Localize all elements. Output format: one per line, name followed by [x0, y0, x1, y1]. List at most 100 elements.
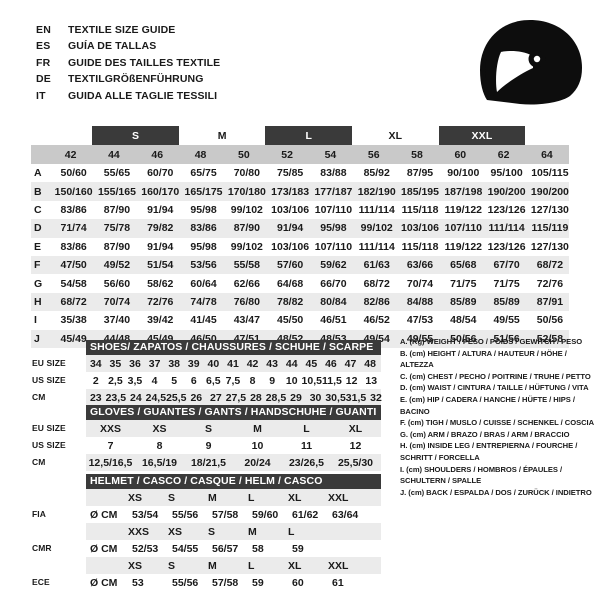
helmet-value-cell: 61/62 — [292, 508, 319, 521]
measurement-row-label: F — [34, 259, 41, 272]
helmet-value-cell: 56/57 — [212, 542, 239, 555]
data-cell: 29 — [290, 391, 302, 404]
helmet-value-cell: 59 — [292, 542, 304, 555]
helmet-value-cell: 53 — [132, 576, 144, 589]
measurement-cell: 49/52 — [103, 259, 131, 272]
measurement-cell: 51/56 — [493, 332, 520, 345]
helmet-size-row: XS S M L XL XXL — [86, 557, 381, 574]
helmet-value-row: Ø CM 53 55/56 57/58 59 60 61 — [86, 574, 381, 591]
data-cell: 8 — [156, 439, 163, 452]
measurement-cell: 60/70 — [147, 167, 174, 180]
measurement-cell: 55/65 — [103, 167, 131, 180]
legend-item: SCHULTERN / SPALLE — [400, 476, 482, 486]
measurement-cell: 61/63 — [363, 259, 390, 272]
measurement-cell: 119/122 — [444, 240, 483, 253]
data-cell: XL — [348, 422, 363, 435]
data-cell: XXS — [99, 422, 121, 435]
data-cell: 7,5 — [225, 374, 241, 387]
shoes-size-table: SHOES/ ZAPATOS / CHAUSSURES / SCHUHE / S… — [32, 340, 382, 406]
measurement-cell: 84/88 — [406, 295, 434, 308]
data-cell: 47 — [344, 357, 357, 370]
helmet-size-label — [328, 523, 368, 540]
measurement-cell: 87/91 — [536, 295, 564, 308]
measurement-cell: 165/175 — [184, 185, 223, 198]
measurement-cell: 79/82 — [147, 222, 174, 235]
data-cell: 13 — [365, 374, 378, 387]
measurement-cell: 99/102 — [230, 203, 263, 216]
helmet-size-label: S — [208, 525, 216, 538]
data-cell: 44 — [285, 357, 298, 370]
measurement-cell: 127/130 — [530, 203, 569, 216]
helmet-value-row: Ø CM 53/54 55/56 57/58 59/60 61/62 63/64 — [86, 506, 381, 523]
measurement-cell: 105/115 — [531, 167, 569, 180]
measurement-cell: 160/170 — [141, 185, 180, 198]
measurement-cell: 37/40 — [103, 314, 131, 327]
helmet-size-label: XL — [288, 491, 302, 504]
data-cell: 9 — [205, 439, 212, 452]
measurement-cell: 115/118 — [401, 240, 439, 253]
data-cell: 43 — [266, 357, 278, 370]
language-title-block: EN TEXTILE SIZE GUIDE ES GUÍA DE TALLAS … — [36, 24, 220, 106]
measurement-cell: 107/110 — [314, 240, 353, 253]
gloves-size-table: GLOVES / GUANTES / GANTS / HANDSCHUHE / … — [32, 405, 381, 471]
measurement-cell: 65/75 — [190, 167, 217, 180]
helmet-value-cell: 54/55 — [172, 542, 199, 555]
helmet-value-cell: 59/60 — [252, 508, 279, 521]
data-cell: 12 — [345, 374, 358, 387]
helmet-unit-spacer — [86, 489, 128, 506]
measurement-cell: 74/78 — [190, 295, 217, 308]
measurement-cell: 50/60 — [60, 167, 87, 180]
measurement-cell: 75/78 — [103, 222, 131, 235]
data-row: 2 2,5 3,5 4 5 6 6,5 7,5 8 9 10 10,5 11,5 12 13 — [86, 372, 381, 389]
data-row: 34 35 36 37 38 39 40 41 42 43 44 45 46 47 48 — [86, 355, 381, 372]
shoes-rows: EU SIZE 34 35 36 37 38 39 40 41 42 43 44 45 46 47 48 US … — [32, 355, 382, 406]
helmet-value-cell — [332, 540, 372, 557]
legend-item: J. (cm) BACK / ESPALDA / DOS / ZURÜCK / … — [400, 487, 592, 497]
measurement-row-F: F 47/50 49/52 51/54 53/56 55/58 57/60 59/62 61/6… — [31, 255, 569, 275]
data-cell: 24 — [129, 391, 142, 404]
legend-item: G. (cm) ARM / BRAZO / BRAS / ARM / BRACC… — [400, 429, 570, 439]
data-row: 7 8 9 10 11 12 — [86, 437, 381, 454]
helmet-size-label: S — [168, 491, 176, 504]
measurement-row-label: D — [34, 222, 42, 235]
language-title: GUIDE DES TAILLES TEXTILE — [68, 56, 221, 69]
measurement-cell: 47/50 — [60, 259, 87, 272]
measurement-row-D: D 71/74 75/78 79/82 83/86 87/90 91/94 95/98 99/1… — [31, 219, 569, 238]
helmet-size-row: XS S M L XL XXL — [86, 489, 381, 506]
data-cell: 40 — [207, 357, 220, 370]
data-cell: L — [303, 422, 310, 435]
measurement-cell: 72/76 — [147, 295, 174, 308]
data-cell: 11,5 — [321, 374, 342, 387]
size-header-60: 60 — [454, 148, 467, 161]
measurement-row-label: E — [34, 240, 42, 253]
data-cell: 32 — [370, 391, 382, 404]
row-label: US SIZE — [32, 375, 66, 385]
data-cell: 6 — [190, 374, 197, 387]
measurement-row-E: E 83/86 87/90 91/94 95/98 99/102 103/106 107/11… — [31, 238, 569, 256]
helmet-value-cell: 61 — [332, 576, 344, 589]
language-code: EN — [36, 24, 51, 36]
measurement-cell: 51/54 — [147, 259, 174, 272]
measurement-cell: 107/110 — [314, 203, 353, 216]
measurement-cell: 52/58 — [536, 332, 564, 345]
measurement-cell: 115/119 — [531, 222, 569, 235]
measurement-cell: 46/51 — [320, 314, 347, 327]
measurement-cell: 177/187 — [314, 185, 353, 198]
data-cell: M — [253, 422, 262, 435]
measurement-cell: 75/85 — [276, 167, 304, 180]
measurement-cell: 83/86 — [60, 240, 87, 253]
measurement-row-label: B — [34, 185, 42, 198]
measurement-cell: 95/98 — [320, 222, 347, 235]
data-cell: 35 — [109, 357, 122, 370]
helmet-size-label: XS — [128, 559, 143, 572]
measurement-cell: 62/66 — [233, 277, 260, 290]
measurement-cell: 50/56 — [450, 332, 477, 345]
helmet-size-label: L — [248, 491, 255, 504]
language-code: IT — [36, 89, 46, 102]
data-cell: 16,5/19 — [141, 456, 178, 469]
size-group-l: L — [265, 126, 353, 145]
measurement-cell: 170/180 — [227, 185, 266, 198]
data-cell: 12,5/16,5 — [88, 456, 133, 469]
data-cell: 42 — [246, 357, 259, 370]
